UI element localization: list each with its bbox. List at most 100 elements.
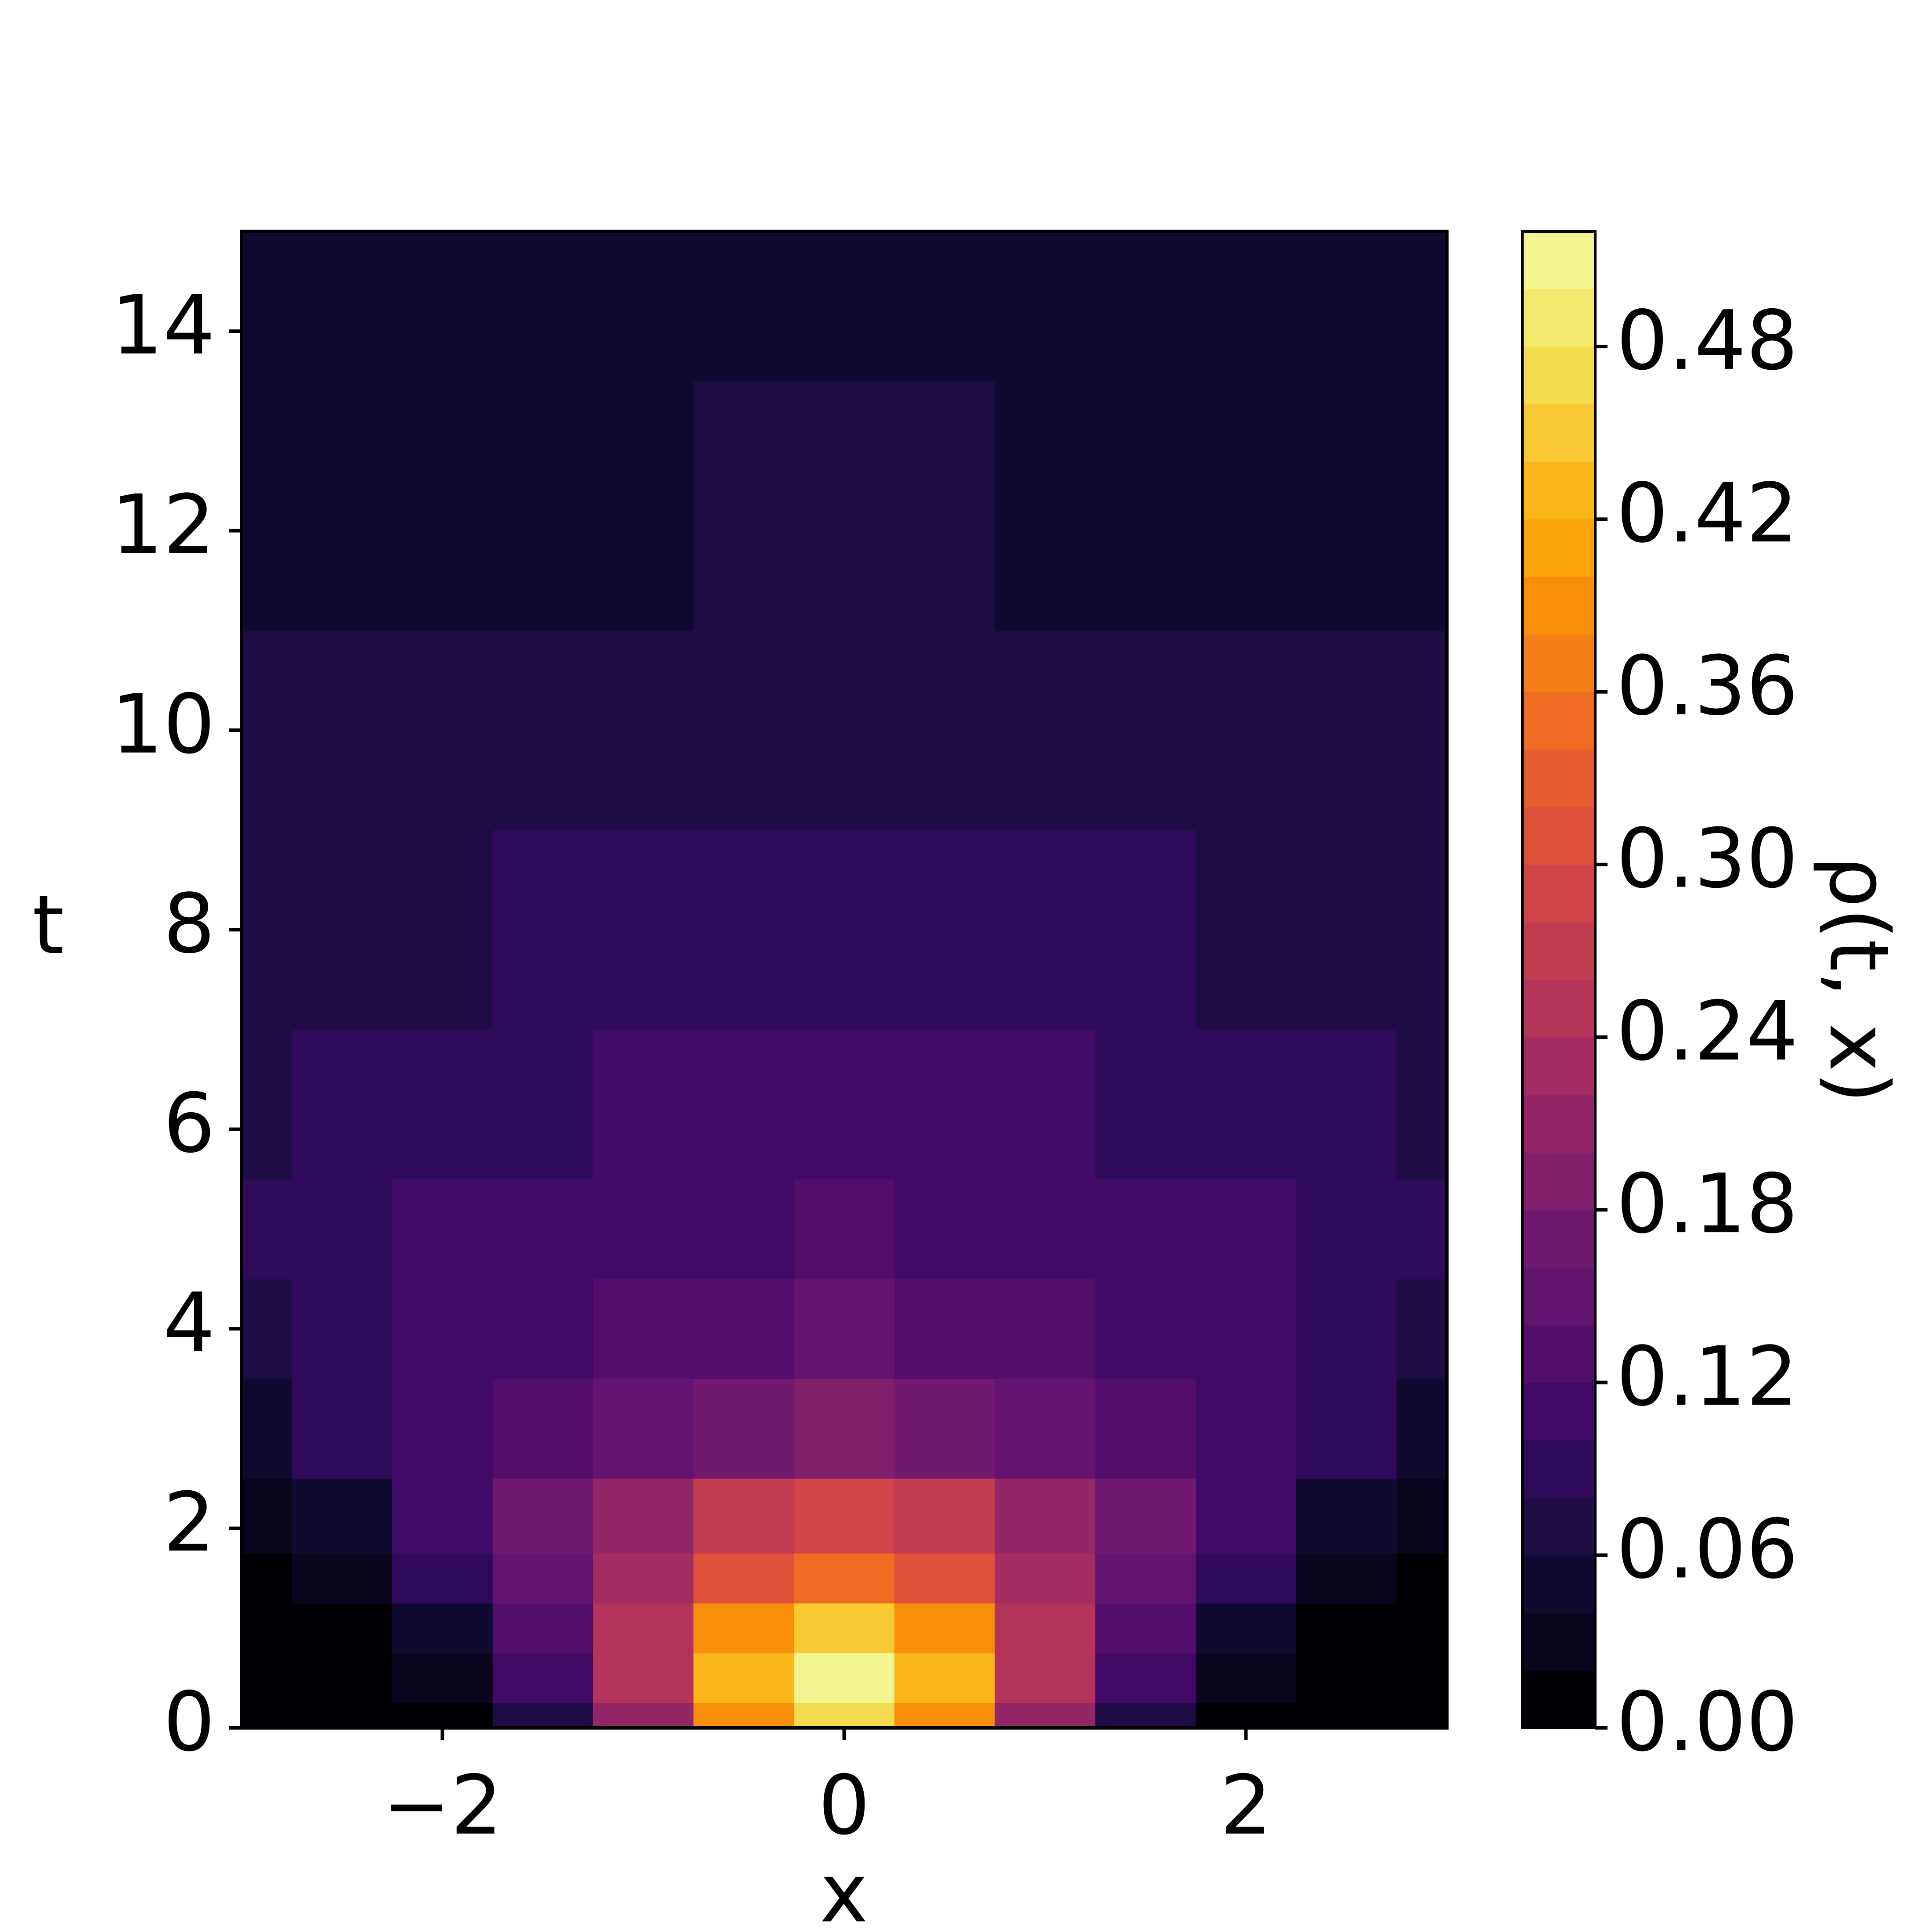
contour-cell xyxy=(894,830,995,1030)
contour-cell xyxy=(1196,1703,1297,1728)
contour-cell xyxy=(794,1703,895,1728)
contour-cell xyxy=(794,231,895,382)
contour-cell xyxy=(1396,1603,1447,1654)
contour-cell xyxy=(1196,1478,1297,1554)
x-tick-label: 2 xyxy=(1220,1758,1272,1853)
contour-cell xyxy=(693,231,794,382)
contour-cell xyxy=(894,381,995,631)
contour-cell xyxy=(593,1703,694,1728)
contour-cell xyxy=(593,1179,694,1280)
contour-cell xyxy=(1296,1378,1397,1479)
colorbar-band xyxy=(1522,577,1595,635)
contour-cell xyxy=(794,1179,895,1280)
contour-cell xyxy=(593,1553,694,1604)
contour-cell xyxy=(1095,1603,1196,1654)
contour-cell xyxy=(242,1179,292,1280)
contour-cell xyxy=(292,1703,393,1728)
contour-cell xyxy=(1296,830,1397,1030)
contour-cell xyxy=(593,630,694,830)
contour-cell xyxy=(1196,630,1297,830)
contour-cell xyxy=(894,1603,995,1654)
colorbar-band xyxy=(1522,1152,1595,1210)
colorbar-band xyxy=(1522,749,1595,807)
contour-cell xyxy=(292,1378,393,1479)
contour-cell xyxy=(392,1179,493,1280)
contour-cell xyxy=(894,1179,995,1280)
contour-cell xyxy=(492,381,594,631)
contour-cell xyxy=(794,1029,895,1179)
contour-cell xyxy=(794,381,895,631)
contour-cell xyxy=(894,231,995,382)
contour-cell xyxy=(1296,1179,1397,1280)
contour-cell xyxy=(292,381,393,631)
contour-cell xyxy=(593,830,694,1030)
contour-cell xyxy=(1296,1703,1397,1728)
contour-cell xyxy=(894,1378,995,1479)
contour-cell xyxy=(693,1279,794,1379)
contour-cell xyxy=(1196,1653,1297,1703)
contour-cell xyxy=(292,830,393,1030)
contour-cell xyxy=(894,1478,995,1554)
contour-cell xyxy=(492,1653,594,1703)
colorbar-band xyxy=(1522,1382,1595,1441)
contour-cell xyxy=(1095,1653,1196,1703)
contour-cell xyxy=(242,1603,292,1654)
x-tick-label: −2 xyxy=(382,1758,502,1853)
contour-cell xyxy=(894,1703,995,1728)
contour-cell xyxy=(1095,1478,1196,1554)
contour-cell xyxy=(1296,1603,1397,1654)
contour-cell xyxy=(995,1179,1096,1280)
contour-cell xyxy=(894,1653,995,1703)
contour-cell xyxy=(693,1653,794,1703)
contour-cell xyxy=(1396,1553,1447,1604)
colorbar-band xyxy=(1522,634,1595,692)
y-tick-label: 2 xyxy=(163,1474,215,1570)
contour-cell xyxy=(1396,231,1447,382)
colorbar-band xyxy=(1522,519,1595,577)
colorbar-band xyxy=(1522,404,1595,462)
y-axis-label: t xyxy=(32,877,65,973)
contour-cell xyxy=(392,1029,493,1179)
contour-cell xyxy=(242,1279,292,1379)
colorbar-tick-label: 0.00 xyxy=(1616,1674,1798,1770)
contour-cell xyxy=(995,1279,1096,1379)
contour-cell xyxy=(492,1703,594,1728)
contour-cell xyxy=(292,1653,393,1703)
colorbar-band xyxy=(1522,1325,1595,1383)
contour-cell xyxy=(693,1179,794,1280)
contour-cell xyxy=(995,1378,1096,1479)
contour-cell xyxy=(292,231,393,382)
colorbar-band xyxy=(1522,1497,1595,1556)
contour-cell xyxy=(292,1029,393,1179)
contour-cell xyxy=(1196,1553,1297,1604)
colorbar-tick-label: 0.24 xyxy=(1616,984,1798,1079)
colorbar-band xyxy=(1522,1037,1595,1095)
contour-cell xyxy=(392,381,493,631)
contour-cell xyxy=(392,1279,493,1379)
contour-cell xyxy=(1296,1653,1397,1703)
contour-cell xyxy=(1296,381,1397,631)
contour-cell xyxy=(1396,1478,1447,1554)
contour-cell xyxy=(242,1703,292,1728)
colorbar-band xyxy=(1522,807,1595,865)
contour-cell xyxy=(1296,231,1397,382)
contour-cell xyxy=(693,1603,794,1654)
contour-cell xyxy=(693,1478,794,1554)
contour-cell xyxy=(593,1029,694,1179)
contour-cell xyxy=(1196,1603,1297,1654)
contour-cell xyxy=(292,1478,393,1554)
contour-cell xyxy=(1396,381,1447,631)
contour-cell xyxy=(1095,630,1196,830)
contour-cell xyxy=(242,1029,292,1179)
colorbar-band xyxy=(1522,1670,1595,1728)
contour-cell xyxy=(1095,1553,1196,1604)
contour-cell xyxy=(242,830,292,1030)
contour-cell xyxy=(242,1478,292,1554)
contour-cell xyxy=(1095,1179,1196,1280)
contour-cell xyxy=(995,381,1096,631)
contour-cell xyxy=(1296,1553,1397,1604)
colorbar-tick-label: 0.42 xyxy=(1616,465,1798,561)
colorbar-label: ρ(t, x) xyxy=(1811,856,1907,1103)
contour-cell xyxy=(995,830,1096,1030)
